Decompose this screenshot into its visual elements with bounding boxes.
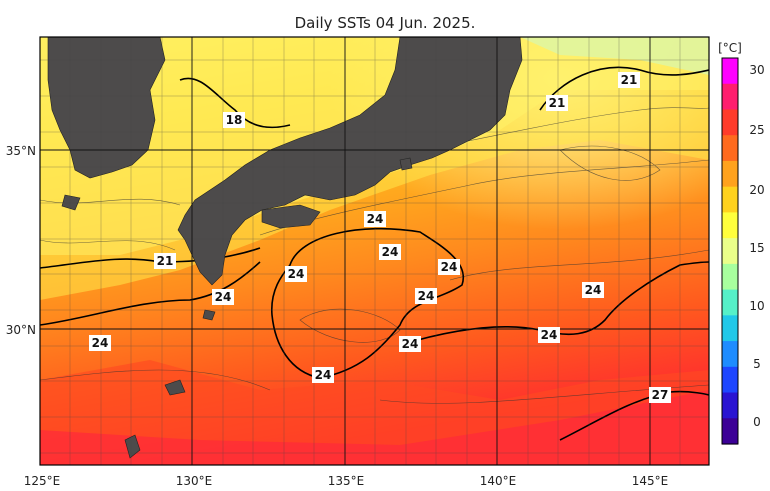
colorbar-tick: 5: [753, 357, 761, 371]
isotherm-label: 27: [649, 387, 671, 403]
svg-text:24: 24: [92, 336, 109, 350]
colorbar-cell: [722, 135, 738, 162]
svg-text:21: 21: [549, 96, 566, 110]
colorbar-cell: [722, 341, 738, 368]
isotherm-label-extra: 24: [312, 367, 334, 383]
colorbar-tick: 25: [749, 123, 764, 137]
svg-text:24: 24: [541, 328, 558, 342]
svg-text:21: 21: [621, 73, 638, 87]
colorbar-cell: [722, 186, 738, 213]
colorbar-cell: [722, 366, 738, 394]
isotherm-label: 24: [379, 244, 401, 260]
colorbar-cell: [722, 238, 738, 265]
isotherm-label: 24: [438, 259, 460, 275]
svg-text:24: 24: [315, 368, 332, 382]
svg-text:24: 24: [367, 212, 384, 226]
colorbar-cell: [722, 109, 738, 136]
colorbar-tick: 30: [749, 63, 764, 77]
colorbar-cell: [722, 212, 738, 239]
colorbar: [°C] 30 25 20 15 10 5 0: [718, 41, 765, 445]
sea-surface-field: [40, 37, 709, 465]
svg-text:24: 24: [288, 267, 305, 281]
svg-text:24: 24: [418, 289, 435, 303]
svg-text:24: 24: [441, 260, 458, 274]
colorbar-cell: [722, 83, 738, 111]
lat-label: 30°N: [6, 323, 36, 337]
isotherm-label: 21: [546, 95, 568, 111]
isotherm-label: 21: [154, 253, 176, 269]
isotherm-labels: 18 21 21 21 24 24 24 24 24 24 24 24 24 2…: [89, 72, 671, 403]
isotherm-label: 24: [415, 288, 437, 304]
lon-label: 130°E: [176, 474, 213, 488]
svg-text:24: 24: [382, 245, 399, 259]
isotherm-label: 24: [89, 335, 111, 351]
map-title: Daily SSTs 04 Jun. 2025.: [294, 14, 476, 32]
svg-text:24: 24: [402, 337, 419, 351]
lon-axis-labels: 125°E 130°E 135°E 140°E 145°E: [24, 474, 669, 488]
lat-label: 35°N: [6, 144, 36, 158]
lon-label: 140°E: [480, 474, 517, 488]
isotherm-label: 24: [399, 336, 421, 352]
isotherm-label: 24: [538, 327, 560, 343]
colorbar-cell: [722, 289, 738, 316]
colorbar-unit: [°C]: [718, 41, 742, 55]
colorbar-cell: [722, 263, 738, 291]
colorbar-tick: 15: [749, 241, 764, 255]
plot-frame: [39, 36, 710, 466]
colorbar-tick: 20: [749, 183, 764, 197]
colorbar-cells: [722, 58, 738, 445]
lat-axis-labels: 35°N 30°N: [6, 144, 36, 337]
svg-text:18: 18: [226, 113, 243, 127]
colorbar-cell: [722, 160, 738, 188]
svg-text:24: 24: [585, 283, 602, 297]
svg-text:27: 27: [652, 388, 669, 402]
lon-label: 135°E: [328, 474, 365, 488]
colorbar-cell: [722, 392, 738, 419]
colorbar-tick: 0: [753, 415, 761, 429]
isotherm-label: 21: [618, 72, 640, 88]
colorbar-cell: [722, 315, 738, 342]
isotherm-label: 24: [285, 266, 307, 282]
colorbar-tick: 10: [749, 299, 764, 313]
colorbar-frame: [721, 57, 739, 445]
isotherm-label: 18: [223, 112, 245, 128]
isotherm-label: 24: [582, 282, 604, 298]
colorbar-cell: [722, 418, 738, 445]
isotherm-label: 24: [212, 289, 234, 305]
major-graticule: [40, 37, 709, 465]
svg-text:21: 21: [157, 254, 174, 268]
colorbar-cell: [722, 58, 738, 85]
lon-label: 125°E: [24, 474, 61, 488]
isotherm-label: 24: [364, 211, 386, 227]
svg-text:24: 24: [215, 290, 232, 304]
lon-label: 145°E: [632, 474, 669, 488]
